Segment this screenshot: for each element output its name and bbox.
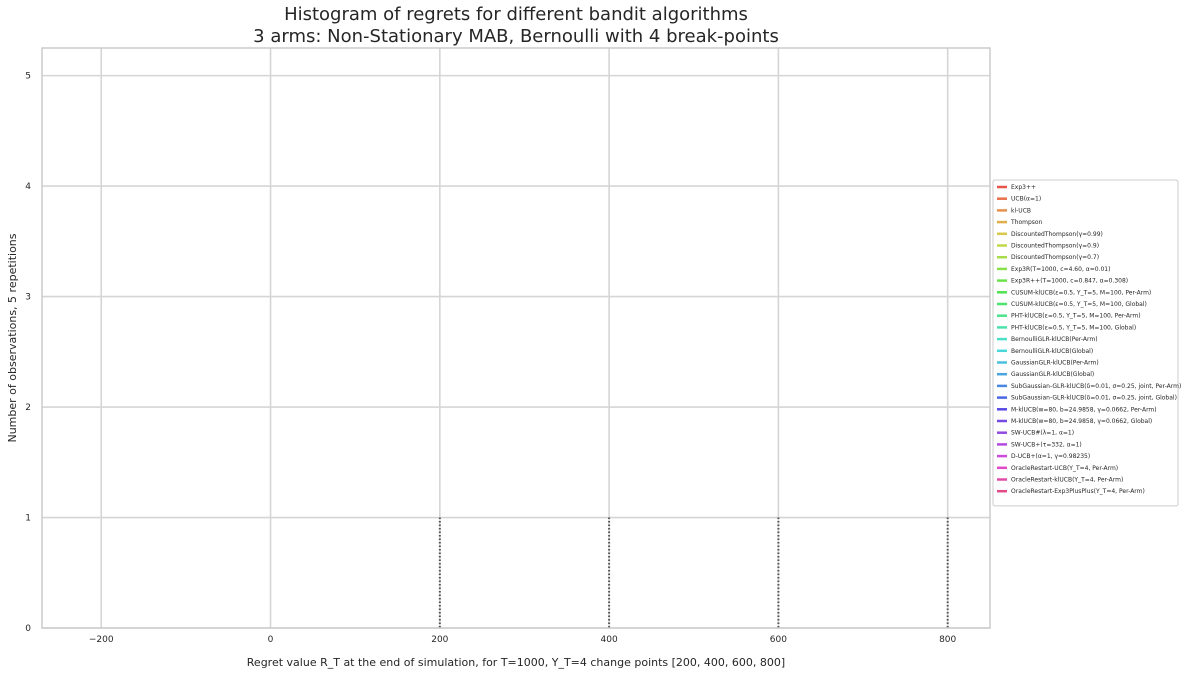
legend-entry-label: kl-UCB <box>1011 207 1031 214</box>
y-tick-label: 3 <box>25 293 31 303</box>
y-axis-label: Number of observations, 5 repetitions <box>6 233 19 442</box>
legend-entry-label: BernoulliGLR-klUCB(Per-Arm) <box>1011 336 1098 343</box>
legend-entry-label: CUSUM-klUCB(ε=0.5, Υ_T=5, M=100, Global) <box>1011 301 1147 308</box>
legend-box <box>992 179 1179 507</box>
y-tick-label: 5 <box>25 72 31 82</box>
legend-entry-label: M-klUCB(w=80, b=24.9858, γ=0.0662, Per-A… <box>1011 406 1157 413</box>
legend-entry-label: OracleRestart-klUCB(Υ_T=4, Per-Arm) <box>1011 477 1123 484</box>
legend-entry-label: DiscountedThompson(γ=0.9) <box>1011 243 1099 250</box>
chart-title: Histogram of regrets for different bandi… <box>284 4 748 25</box>
legend-entry-label: D-UCB+(α=1, γ=0.98235) <box>1011 453 1090 460</box>
legend-entry-label: SubGaussian-GLR-klUCB(δ=0.01, σ=0.25, jo… <box>1011 395 1177 402</box>
legend-entry-label: SubGaussian-GLR-klUCB(δ=0.01, σ=0.25, jo… <box>1011 383 1181 390</box>
y-tick-label: 1 <box>25 514 31 524</box>
x-tick-label: 600 <box>770 635 787 645</box>
legend-entry-label: DiscountedThompson(γ=0.99) <box>1011 231 1103 238</box>
legend-entry-label: PHT-klUCB(ε=0.5, Υ_T=5, M=100, Global) <box>1011 324 1136 331</box>
x-tick-label: 400 <box>601 635 618 645</box>
legend-entry-label: GaussianGLR-klUCB(Per-Arm) <box>1011 360 1099 367</box>
legend-entry-label: OracleRestart-UCB(Υ_T=4, Per-Arm) <box>1011 465 1118 472</box>
legend-entry-label: Thompson <box>1010 219 1043 226</box>
x-tick-label: 0 <box>268 635 274 645</box>
legend-entry-label: Exp3R(T=1000, c=4.60, α=0.01) <box>1011 266 1110 273</box>
legend-entry-label: CUSUM-klUCB(ε=0.5, Υ_T=5, M=100, Per-Arm… <box>1011 289 1151 296</box>
y-tick-label: 2 <box>25 403 31 413</box>
plot-area: −200 0 200 400 600 800 0 1 2 3 4 5 <box>25 47 991 645</box>
y-tick-label: 0 <box>25 624 31 634</box>
plot-background <box>42 48 990 628</box>
legend-entry-label: BernoulliGLR-klUCB(Global) <box>1011 348 1093 355</box>
legend: Exp3++ UCB(α=1) kl-UCB Thompson DiscountedTh… <box>992 179 1181 507</box>
legend-entry-label: PHT-klUCB(ε=0.5, Υ_T=5, M=100, Per-Arm) <box>1011 313 1141 320</box>
legend-entry-label: M-klUCB(w=80, b=24.9858, γ=0.0662, Globa… <box>1011 418 1152 425</box>
x-tick-label: 200 <box>431 635 448 645</box>
legend-entry-label: UCB(α=1) <box>1011 196 1041 203</box>
legend-entry-label: Exp3R++(T=1000, c=0.847, α=0.308) <box>1011 278 1128 285</box>
legend-entry-label: Exp3++ <box>1011 184 1036 191</box>
y-tick-label: 4 <box>25 182 31 192</box>
x-axis-label: Regret value R_T at the end of simulatio… <box>247 656 785 669</box>
chart-subtitle: 3 arms: Non-Stationary MAB, Bernoulli wi… <box>253 26 779 47</box>
legend-entry-label: GaussianGLR-klUCB(Global) <box>1011 371 1094 378</box>
x-tick-label: −200 <box>89 635 114 645</box>
x-tick-label: 800 <box>939 635 956 645</box>
legend-entry-label: OracleRestart-Exp3PlusPlus(Υ_T=4, Per-Ar… <box>1011 488 1145 495</box>
legend-entry-label: SW-UCB+(τ=332, α=1) <box>1011 441 1082 448</box>
axes-frame <box>41 47 991 629</box>
legend-entry-label: SW-UCB#(λ=1, α=1) <box>1011 430 1074 437</box>
legend-entry-label: DiscountedThompson(γ=0.7) <box>1011 254 1099 261</box>
